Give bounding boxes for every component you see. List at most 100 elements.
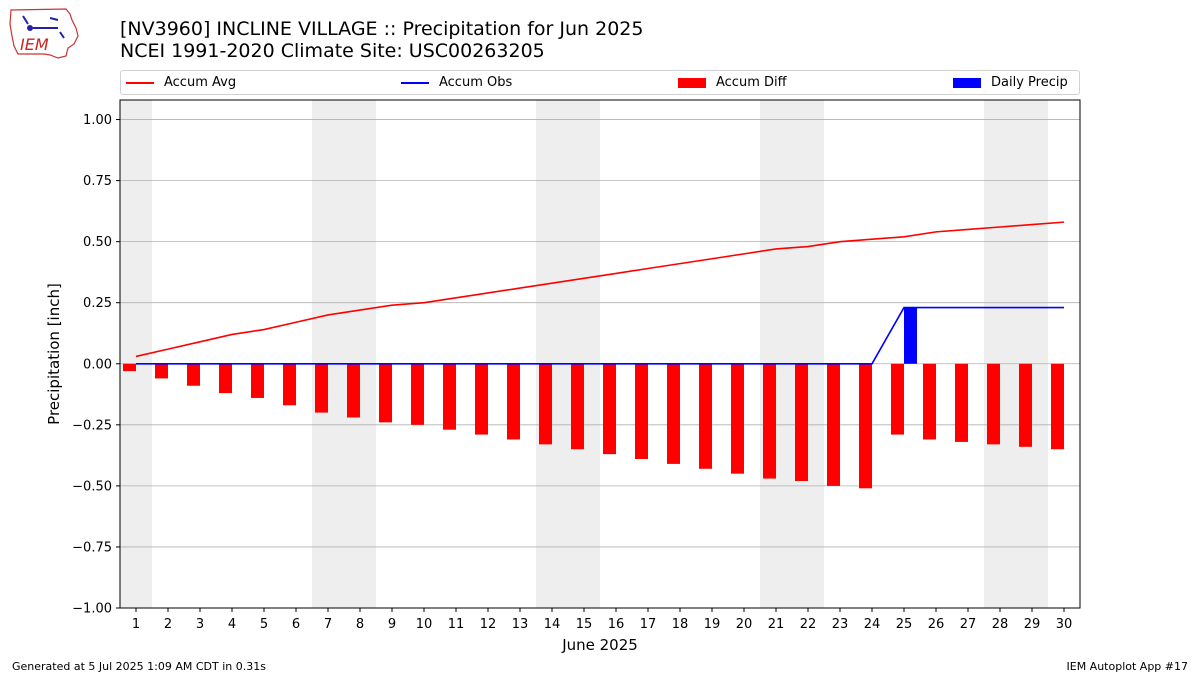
x-tick-label: 8 [356, 617, 364, 632]
weekend-shade-4 [760, 100, 824, 608]
iem-logo: IEM [9, 8, 79, 59]
x-tick-label: 5 [260, 617, 268, 632]
legend-item-accum-obs: Accum Obs [401, 71, 512, 94]
accum-diff-bar [347, 363, 360, 418]
weekend-shade-1 [120, 100, 152, 608]
legend-label-accum-diff: Accum Diff [716, 75, 787, 90]
legend-swatch-accum-diff [678, 77, 706, 88]
legend-item-accum-diff: Accum Diff [678, 71, 787, 94]
x-tick-label: 1 [132, 617, 140, 632]
x-tick-label: 15 [576, 617, 593, 632]
x-tick-label: 27 [960, 617, 977, 632]
accum-avg-line [135, 221, 1065, 358]
x-tick-label: 13 [512, 617, 529, 632]
legend: Accum Avg Accum Obs Accum Diff Daily Pre… [120, 70, 1080, 95]
y-tick-label: −0.50 [72, 479, 112, 494]
weekend-shade-5 [984, 100, 1048, 608]
x-axis-label: June 2025 [561, 636, 638, 654]
accum-diff-bar [315, 363, 328, 413]
y-tick-label: −0.75 [72, 540, 112, 555]
accum-diff-bar [1019, 363, 1032, 447]
legend-label-accum-obs: Accum Obs [439, 75, 513, 90]
x-tick-label: 24 [864, 617, 881, 632]
accum-diff-bar [283, 363, 296, 406]
accum-diff-bar [539, 363, 552, 445]
accum-diff-bar [411, 363, 424, 425]
daily-precip-bar [904, 307, 917, 364]
legend-item-accum-avg: Accum Avg [126, 71, 236, 94]
accum-diff-bar [635, 363, 648, 460]
accum-diff-bar [1051, 363, 1064, 450]
y-tick-label: −1.00 [72, 602, 112, 617]
accum-diff-bar [507, 363, 520, 440]
accum-diff-bar [891, 363, 904, 435]
y-tick-label: 0.75 [83, 174, 112, 189]
accum-diff-bar [667, 363, 680, 464]
plot-frame [119, 99, 1081, 609]
y-tick-label: 1.00 [83, 113, 112, 128]
x-tick-label: 10 [416, 617, 433, 632]
accum-diff-bar [987, 363, 1000, 445]
x-tick-label: 17 [640, 617, 657, 632]
accum-diff-bar [571, 363, 584, 450]
y-tick-label: 0.00 [83, 357, 112, 372]
accum-diff-bar [475, 363, 488, 435]
accum-obs-line [136, 306, 1064, 365]
x-tick-label: 21 [768, 617, 785, 632]
x-tick-label: 9 [388, 617, 396, 632]
x-tick-label: 25 [896, 617, 913, 632]
legend-swatch-accum-obs [401, 81, 429, 84]
accum-diff-bar [859, 363, 872, 489]
accum-diff-bar [923, 363, 936, 440]
weekend-shade-2 [312, 100, 376, 608]
accum-diff-bar [379, 363, 392, 423]
x-tick-label: 26 [928, 617, 945, 632]
footer-app: IEM Autoplot App #17 [1066, 660, 1189, 673]
x-tick-label: 6 [292, 617, 300, 632]
x-tick-label: 12 [480, 617, 497, 632]
accum-diff-bar [443, 363, 456, 430]
accum-diff-bar [699, 363, 712, 469]
x-tick-label: 11 [448, 617, 465, 632]
x-tick-label: 23 [832, 617, 849, 632]
legend-swatch-daily-precip [953, 77, 981, 88]
x-tick-label: 22 [800, 617, 817, 632]
y-axis-label: Precipitation [inch] [45, 283, 63, 425]
x-tick-label: 3 [196, 617, 204, 632]
x-tick-label: 7 [324, 617, 332, 632]
x-tick-label: 30 [1056, 617, 1073, 632]
x-tick-label: 16 [608, 617, 625, 632]
accum-diff-bar [731, 363, 744, 474]
y-tick-label: 0.25 [83, 296, 112, 311]
x-tick-label: 4 [228, 617, 236, 632]
chart-title: [NV3960] INCLINE VILLAGE :: Precipitatio… [120, 18, 644, 40]
x-tick-label: 14 [544, 617, 561, 632]
x-tick-label: 19 [704, 617, 721, 632]
x-tick-label: 29 [1024, 617, 1041, 632]
accum-diff-bar [763, 363, 776, 479]
accum-diff-bar [219, 363, 232, 394]
y-tick-label: −0.25 [72, 418, 112, 433]
x-tick-label: 20 [736, 617, 753, 632]
accum-diff-bar [827, 363, 840, 486]
footer-generated: Generated at 5 Jul 2025 1:09 AM CDT in 0… [12, 660, 266, 673]
weekend-shade-3 [536, 100, 600, 608]
x-tick-label: 18 [672, 617, 689, 632]
x-tick-label: 28 [992, 617, 1009, 632]
legend-swatch-accum-avg [126, 81, 154, 84]
accum-diff-bar [603, 363, 616, 455]
x-tick-label: 2 [164, 617, 172, 632]
accum-diff-bar [955, 363, 968, 442]
accum-diff-bar [155, 363, 168, 379]
y-tick-label: 0.50 [83, 235, 112, 250]
accum-diff-bar [795, 363, 808, 481]
accum-diff-bar [187, 363, 200, 386]
legend-label-accum-avg: Accum Avg [164, 75, 237, 90]
accum-diff-bar [251, 363, 264, 398]
legend-item-daily-precip: Daily Precip [953, 71, 1068, 94]
chart-subtitle: NCEI 1991-2020 Climate Site: USC00263205 [120, 40, 545, 62]
iem-logo-text: IEM [20, 35, 49, 54]
accum-diff-bar [123, 363, 136, 372]
legend-label-daily-precip: Daily Precip [991, 75, 1068, 90]
